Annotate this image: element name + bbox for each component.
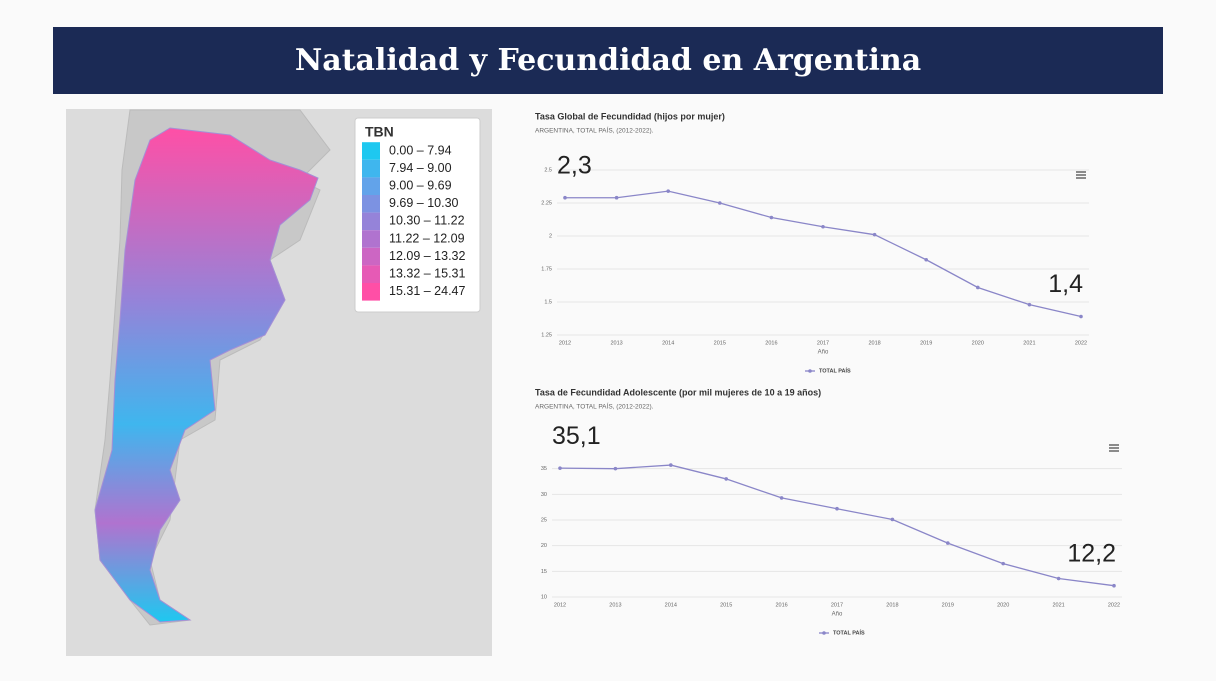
slide-title: Natalidad y Fecundidad en Argentina bbox=[295, 43, 921, 78]
y-tick-label: 15 bbox=[541, 569, 547, 575]
map: TBN bbox=[66, 109, 492, 656]
y-tick-label: 1.25 bbox=[541, 332, 552, 338]
data-point bbox=[563, 195, 567, 200]
y-tick-label: 35 bbox=[541, 466, 547, 472]
x-tick-label: 2020 bbox=[972, 340, 984, 346]
map-legend-title: TBN bbox=[365, 124, 394, 140]
x-tick-label: 2016 bbox=[775, 602, 787, 608]
x-tick-label: 2017 bbox=[817, 340, 829, 346]
header-bar bbox=[53, 27, 1163, 94]
x-tick-label: 2021 bbox=[1052, 602, 1064, 608]
x-tick-label: 2020 bbox=[997, 602, 1009, 608]
legend-swatch bbox=[362, 247, 380, 266]
y-tick-label: 2.25 bbox=[541, 200, 552, 206]
x-tick-label: 2018 bbox=[886, 602, 898, 608]
data-point bbox=[558, 466, 562, 470]
x-tick-label: 2015 bbox=[720, 602, 732, 608]
legend-swatch bbox=[362, 212, 380, 231]
data-point bbox=[718, 201, 722, 205]
legend-label: 11.22 – 12.09 bbox=[389, 231, 465, 245]
legend-swatch bbox=[362, 142, 380, 160]
data-point bbox=[924, 257, 928, 262]
data-point bbox=[769, 215, 774, 220]
x-axis-label: Año bbox=[832, 612, 843, 618]
legend-swatch bbox=[362, 283, 380, 301]
x-tick-label: 2014 bbox=[665, 602, 677, 608]
data-point bbox=[666, 189, 670, 193]
y-tick-label: 2 bbox=[549, 233, 552, 239]
legend-label: 9.00 – 9.69 bbox=[389, 178, 452, 192]
data-point bbox=[1079, 314, 1083, 319]
chart-title: Tasa de Fecundidad Adolescente (por mil … bbox=[535, 387, 821, 397]
value-label: 12,2 bbox=[1067, 539, 1116, 567]
x-tick-label: 2017 bbox=[831, 602, 843, 608]
value-label: 1,4 bbox=[1048, 270, 1083, 298]
argentina-shape bbox=[94, 127, 319, 623]
legend-label: 10.30 – 11.22 bbox=[389, 214, 465, 228]
data-point bbox=[1027, 302, 1032, 307]
chart-subtitle: ARGENTINA, TOTAL PAÍS, (2012-2022). bbox=[535, 126, 654, 135]
x-tick-label: 2019 bbox=[920, 340, 932, 346]
x-tick-label: 2014 bbox=[662, 340, 674, 346]
y-tick-label: 2.5 bbox=[544, 167, 552, 173]
data-point bbox=[946, 541, 950, 545]
data-point bbox=[779, 496, 784, 500]
chart-subtitle: ARGENTINA, TOTAL PAÍS, (2012-2022). bbox=[535, 402, 654, 411]
data-point bbox=[835, 506, 839, 511]
legend-label: 15.31 – 24.47 bbox=[389, 284, 466, 298]
data-point bbox=[1056, 576, 1061, 581]
legend-swatch bbox=[362, 159, 380, 178]
x-tick-label: 2013 bbox=[609, 602, 621, 608]
data-point bbox=[890, 517, 895, 522]
x-tick-label: 2018 bbox=[868, 340, 880, 346]
x-tick-label: 2013 bbox=[610, 340, 622, 346]
legend-label: TOTAL PAÍS bbox=[819, 366, 851, 374]
data-point bbox=[724, 477, 728, 481]
legend-swatch bbox=[362, 177, 380, 195]
x-tick-label: 2015 bbox=[714, 340, 726, 346]
y-tick-label: 1.75 bbox=[541, 266, 552, 272]
legend-label: 0.00 – 7.94 bbox=[389, 143, 452, 157]
y-tick-label: 1.5 bbox=[544, 299, 552, 305]
x-tick-label: 2016 bbox=[765, 340, 777, 346]
x-tick-label: 2012 bbox=[554, 602, 566, 608]
y-tick-label: 20 bbox=[541, 543, 547, 549]
data-point bbox=[976, 285, 980, 290]
data-point bbox=[821, 224, 825, 229]
legend-swatch bbox=[362, 230, 380, 248]
legend-label: TOTAL PAÍS bbox=[833, 628, 865, 636]
data-point bbox=[614, 195, 619, 200]
x-tick-label: 2022 bbox=[1108, 602, 1120, 608]
legend-marker bbox=[822, 631, 826, 635]
legend-marker bbox=[808, 369, 812, 373]
y-tick-label: 25 bbox=[541, 517, 547, 523]
data-point bbox=[1001, 561, 1005, 566]
legend-swatch bbox=[362, 265, 380, 283]
value-label: 2,3 bbox=[557, 151, 592, 179]
data-point bbox=[669, 463, 673, 467]
legend-label: 9.69 – 10.30 bbox=[389, 196, 459, 210]
data-point bbox=[613, 466, 618, 471]
y-tick-label: 10 bbox=[541, 594, 547, 600]
y-tick-label: 30 bbox=[541, 492, 547, 498]
value-label: 35,1 bbox=[552, 422, 601, 450]
x-tick-label: 2019 bbox=[942, 602, 954, 608]
legend-label: 12.09 – 13.32 bbox=[389, 249, 466, 263]
map-legend-box bbox=[354, 117, 481, 313]
x-tick-label: 2022 bbox=[1075, 340, 1087, 346]
x-axis-label: Año bbox=[818, 350, 829, 356]
legend-swatch bbox=[362, 195, 380, 213]
data-point bbox=[1112, 583, 1116, 588]
data-point bbox=[872, 232, 877, 237]
legend-label: 13.32 – 15.31 bbox=[389, 266, 466, 280]
x-tick-label: 2012 bbox=[559, 340, 571, 346]
chart-title: Tasa Global de Fecundidad (hijos por muj… bbox=[535, 111, 725, 121]
legend-label: 7.94 – 9.00 bbox=[389, 161, 452, 175]
x-tick-label: 2021 bbox=[1023, 340, 1035, 346]
